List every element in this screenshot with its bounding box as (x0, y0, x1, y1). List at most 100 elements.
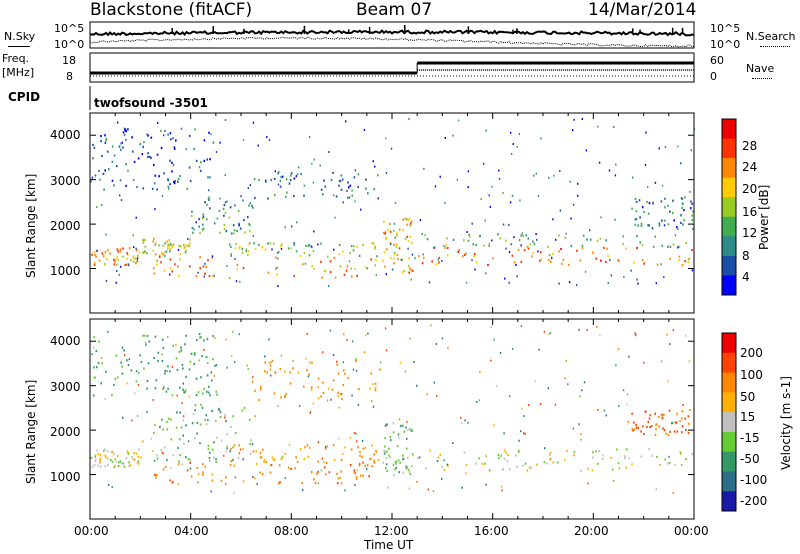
velocity-cell (280, 457, 283, 460)
power-cell (158, 255, 161, 258)
power-cell (100, 140, 102, 143)
power-noise-cell (584, 270, 587, 273)
velocity-cell (139, 354, 141, 357)
velocity-noise-cell (324, 446, 327, 448)
velocity-noise-cell (490, 359, 492, 362)
velocity-cell (498, 457, 500, 460)
power-noise-cell (277, 257, 279, 260)
power-cell (389, 230, 392, 233)
velocity-cell (528, 466, 531, 469)
velocity-cell (509, 468, 511, 471)
velocity-noise-cell (618, 404, 620, 407)
power-cell (641, 206, 644, 209)
velocity-cell (322, 381, 324, 384)
velocity-cell (229, 463, 232, 466)
power-cell (406, 223, 408, 226)
power-cell (180, 127, 183, 130)
velocity-cell (202, 473, 204, 476)
velocity-cell (255, 462, 258, 465)
power-cell (191, 210, 193, 213)
velocity-cell (179, 386, 181, 389)
velocity-cell (631, 428, 634, 431)
velocity-noise-cell (353, 432, 356, 435)
velocity-cell (154, 473, 156, 476)
power-noise-cell (485, 272, 487, 275)
velocity-cell (176, 369, 179, 372)
power-cell (320, 188, 323, 191)
noise-tick-bottom-right: 10^0 (710, 38, 741, 51)
power-cell (179, 245, 182, 248)
power-cell (177, 274, 180, 277)
velocity-cell (374, 389, 377, 392)
velocity-noise-cell (352, 368, 355, 371)
power-cell (178, 244, 180, 247)
power-cell (637, 224, 639, 227)
velocity-cell (290, 467, 292, 471)
power-cell (386, 248, 388, 251)
velocity-cell (294, 467, 297, 470)
power-cell (312, 250, 315, 253)
power-noise-cell (537, 195, 540, 198)
power-cell (426, 238, 429, 241)
velocity-cell (635, 423, 637, 426)
power-cell (195, 159, 198, 162)
velocity-cell (179, 411, 181, 414)
velocity-noise-cell (225, 450, 227, 453)
power-cell (108, 168, 110, 171)
velocity-cell (500, 454, 502, 457)
power-cell (433, 246, 436, 249)
velocity-cell (409, 473, 412, 476)
power-cell (156, 263, 158, 266)
power-noise-cell (465, 252, 467, 255)
velocity-cell (137, 462, 140, 465)
velocity-noise-cell (223, 454, 225, 457)
power-cell (446, 254, 449, 257)
power-cell (398, 228, 401, 231)
velocity-noise-cell (499, 351, 502, 354)
power-cell (273, 177, 276, 180)
power-cell (213, 222, 216, 225)
vel-ytick-4000: 4000 (50, 334, 81, 348)
velocity-cell (189, 458, 192, 462)
velocity-noise-cell (309, 410, 312, 413)
power-noise-cell (508, 223, 510, 226)
power-noise-cell (689, 190, 691, 193)
velocity-cell (337, 477, 339, 480)
power-cell (340, 174, 343, 177)
power-noise-cell (511, 194, 514, 197)
velocity-cell (530, 466, 532, 469)
velocity-cell (194, 437, 196, 440)
power-cell (254, 247, 257, 250)
power-cell (296, 173, 299, 176)
vel-ylabel: Slant Range [km] (24, 379, 38, 484)
velocity-noise-cell (538, 348, 540, 351)
velocity-cell (340, 458, 343, 461)
velocity-noise-cell (447, 347, 449, 350)
power-noise-cell (223, 214, 225, 217)
power-colorbar-swatch (722, 177, 736, 198)
velocity-cell (133, 451, 135, 455)
power-cell (353, 245, 355, 248)
power-cell (389, 222, 391, 225)
velocity-cell (182, 367, 184, 370)
velocity-noise-cell (349, 436, 352, 439)
power-noise-cell (536, 238, 538, 241)
power-cell (243, 219, 245, 222)
power-noise-cell (680, 162, 682, 165)
velocity-cell (548, 453, 551, 456)
velocity-cell (225, 482, 227, 486)
power-cell (106, 150, 109, 153)
velocity-cell (230, 425, 232, 429)
power-cell (409, 222, 412, 225)
velocity-cell (203, 388, 205, 391)
power-noise-cell (569, 180, 571, 183)
power-cell (95, 255, 97, 258)
velocity-cell (178, 350, 181, 353)
velocity-cell (164, 466, 167, 469)
power-cell (166, 240, 169, 243)
velocity-cell (289, 382, 292, 385)
velocity-cell (598, 449, 600, 452)
velocity-cell (373, 453, 375, 456)
power-cell (384, 265, 386, 268)
velocity-noise-cell (465, 472, 467, 475)
